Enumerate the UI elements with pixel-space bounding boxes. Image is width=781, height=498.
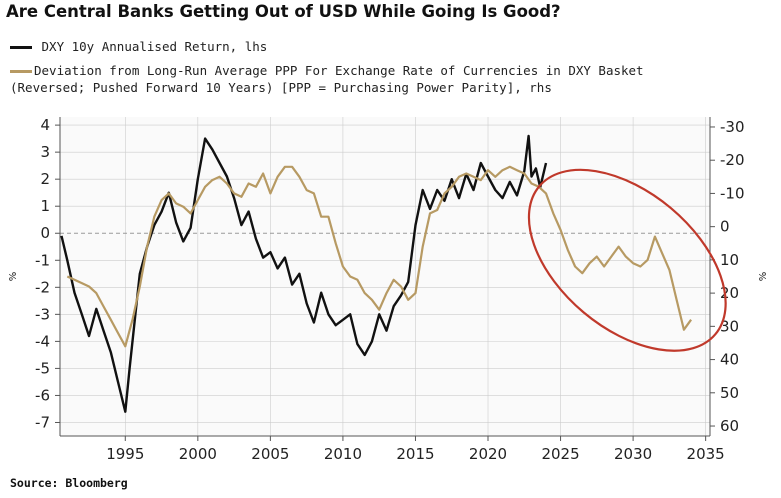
y-right-tick-label: -20 (720, 151, 745, 169)
y-left-tick-label: -5 (35, 359, 50, 377)
y-left-axis-label: % (8, 272, 19, 282)
legend-swatch-dxy (10, 46, 32, 49)
legend-swatch-ppp (10, 70, 32, 73)
legend-label-ppp-line2: (Reversed; Pushed Forward 10 Years) [PPP… (10, 80, 552, 95)
y-left-tick-label: 3 (40, 143, 50, 161)
legend-entry-ppp: Deviation from Long-Run Average PPP For … (10, 62, 644, 96)
source-note: Source: Bloomberg (10, 476, 128, 490)
highlight-ellipse (527, 168, 727, 352)
x-tick-label: 2015 (396, 445, 434, 463)
y-left-tick-label: -3 (35, 305, 50, 323)
x-tick-label: 2025 (541, 445, 579, 463)
series-line-ppp (66, 165, 692, 348)
y-left-tick-label: -1 (35, 251, 50, 269)
y-left-tick-label: 1 (40, 197, 50, 215)
x-tick-label: 2035 (687, 445, 725, 463)
legend-entry-dxy: DXY 10y Annualised Return, lhs (10, 38, 267, 55)
x-tick-label: 2030 (614, 445, 652, 463)
x-tick-label: 2010 (324, 445, 362, 463)
y-left-tick-label: -4 (35, 332, 50, 350)
x-tick-label: 2020 (469, 445, 507, 463)
plot-area (60, 117, 710, 436)
legend-label-dxy: DXY 10y Annualised Return, lhs (41, 39, 268, 54)
y-right-tick-label: 10 (720, 251, 739, 269)
y-left-tick-label: -7 (35, 413, 50, 431)
y-right-tick-label: 30 (720, 317, 739, 335)
y-left-tick-label: -2 (35, 278, 50, 296)
y-left-tick-label: -6 (35, 386, 50, 404)
legend-label-ppp-line1: Deviation from Long-Run Average PPP For … (34, 63, 644, 78)
x-tick-label: 2000 (179, 445, 217, 463)
y-right-tick-label: -10 (720, 184, 745, 202)
x-tick-label: 2005 (251, 445, 289, 463)
y-right-tick-label: 60 (720, 417, 739, 435)
x-tick-label: 1995 (106, 445, 144, 463)
y-right-tick-label: 0 (720, 218, 730, 236)
y-right-axis-label: % (758, 272, 769, 282)
y-left-tick-label: 2 (40, 170, 50, 188)
y-left-tick-label: 0 (40, 224, 50, 242)
y-right-tick-label: 40 (720, 351, 739, 369)
chart-title: Are Central Banks Getting Out of USD Whi… (6, 2, 561, 21)
y-right-tick-label: 50 (720, 384, 739, 402)
series-line-dxy (60, 134, 548, 413)
y-left-tick-label: 4 (40, 116, 50, 134)
y-right-tick-label: -30 (720, 118, 745, 136)
